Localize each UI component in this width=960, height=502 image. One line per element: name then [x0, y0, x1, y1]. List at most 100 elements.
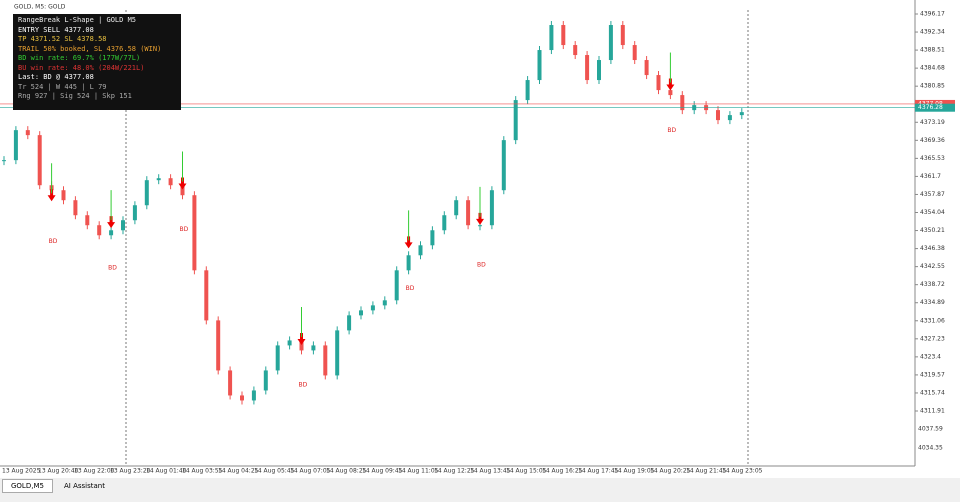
x-tick-label: 13 Aug 20:40: [38, 468, 79, 475]
candle: [454, 200, 459, 216]
candle: [25, 130, 30, 136]
candle: [501, 140, 506, 191]
candle: [347, 315, 352, 331]
signal-label: BD: [180, 226, 189, 233]
x-tick-label: 14 Aug 17:45: [578, 468, 619, 475]
candle: [418, 245, 423, 256]
panel-line: Tr 524 | W 445 | L 79: [18, 82, 107, 91]
signal-label: BD: [108, 265, 117, 272]
x-tick-label: 14 Aug 07:05: [290, 468, 331, 475]
candle: [121, 220, 125, 231]
x-tick-label: 14 Aug 19:05: [614, 468, 655, 475]
x-tick-label: 13 Aug 22:00: [74, 468, 115, 475]
x-tick-label: 14 Aug 13:45: [470, 468, 511, 475]
signal-arrow: [178, 177, 187, 190]
candle: [132, 205, 137, 221]
candle: [597, 60, 601, 81]
candle: [430, 230, 435, 246]
signal-arrow: [666, 78, 675, 91]
x-tick-label: 14 Aug 01:40: [146, 468, 187, 475]
x-tick-label: 14 Aug 03:55: [182, 468, 223, 475]
candle: [513, 100, 518, 141]
candle: [275, 345, 280, 371]
y-tick-label: 4392.34: [920, 29, 945, 36]
candle: [573, 45, 578, 56]
y-tick-label: 4361.7: [920, 173, 941, 180]
x-tick-label: 13 Aug 23:20: [110, 468, 151, 475]
x-tick-label: 14 Aug 12:25: [434, 468, 475, 475]
x-tick-label: 14 Aug 16:25: [542, 468, 583, 475]
candle: [228, 370, 233, 396]
candle: [382, 300, 387, 306]
x-tick-label: 14 Aug 20:25: [650, 468, 691, 475]
candle: [620, 25, 625, 46]
candle: [299, 340, 304, 351]
candle: [656, 75, 661, 91]
y-tick-label: 4373.19: [920, 119, 945, 126]
candle: [335, 330, 340, 376]
candle: [287, 340, 292, 346]
candle: [180, 185, 185, 196]
x-tick-label: 13 Aug 2025: [2, 468, 41, 475]
y-tick-label: 4323.4: [920, 353, 941, 360]
candle: [37, 135, 42, 186]
candle: [109, 230, 114, 236]
signal-arrow: [404, 236, 413, 249]
y-tick-label: 4342.55: [920, 263, 945, 270]
candle: [442, 215, 447, 231]
tab-bar: GOLD,M5 AI Assistant: [0, 478, 960, 502]
candle: [525, 80, 530, 101]
candle: [608, 25, 613, 61]
candle: [168, 178, 173, 186]
y-tick-label: 4354.04: [920, 209, 945, 216]
candle: [61, 190, 66, 201]
y-tick-label: 4369.36: [920, 137, 945, 144]
y-tick-label: 4346.38: [920, 245, 945, 252]
window-title: GOLD, M5: GOLD: [14, 4, 66, 11]
candle: [156, 178, 161, 181]
candle: [192, 195, 197, 271]
candle: [739, 112, 744, 116]
panel-line: BD win rate: 69.7% (177W/77L): [18, 54, 141, 62]
candle: [240, 395, 244, 401]
y-tick-label: 4384.68: [920, 65, 945, 72]
x-tick-label: 14 Aug 05:45: [254, 468, 295, 475]
candle: [716, 110, 720, 121]
signal-arrow: [107, 216, 116, 229]
y-tick-label: 4396.17: [920, 11, 945, 18]
candle: [359, 310, 363, 316]
panel-line: Rng 927 | Sig 524 | Skp 151: [18, 92, 132, 100]
signal-label: BD: [49, 238, 58, 245]
candle: [489, 190, 494, 226]
candle: [478, 225, 482, 227]
x-tick-label: 14 Aug 11:05: [398, 468, 439, 475]
candle: [561, 25, 566, 46]
x-tick-label: 14 Aug 23:05: [722, 468, 763, 475]
candle: [406, 255, 411, 271]
panel-line: Last: BD @ 4377.08: [18, 73, 94, 81]
volume-tick: 4034.35: [918, 445, 943, 452]
y-tick-label: 4388.51: [920, 47, 945, 54]
signal-label: BD: [667, 127, 676, 134]
candle: [680, 95, 685, 111]
x-tick-label: 14 Aug 08:25: [326, 468, 367, 475]
candle: [73, 200, 78, 216]
y-tick-label: 4319.57: [920, 371, 945, 378]
signal-arrow: [47, 189, 56, 202]
candle: [204, 270, 209, 321]
y-tick-label: 4365.53: [920, 155, 945, 162]
tab[interactable]: GOLD,M5: [2, 479, 53, 493]
info-panel: RangeBreak L-Shape | GOLD M5 ENTRY SELL …: [13, 14, 181, 110]
y-tick-label: 4350.21: [920, 227, 945, 234]
candle: [537, 50, 542, 81]
candle: [394, 270, 399, 301]
signal-label: BD: [406, 285, 415, 292]
candle: [632, 45, 637, 61]
price-tag: [915, 103, 955, 112]
candle: [585, 55, 590, 81]
y-tick-label: 4338.72: [920, 281, 945, 288]
tab[interactable]: AI Assistant: [64, 482, 105, 490]
y-tick-label: 4334.89: [920, 299, 945, 306]
candle: [644, 60, 649, 76]
